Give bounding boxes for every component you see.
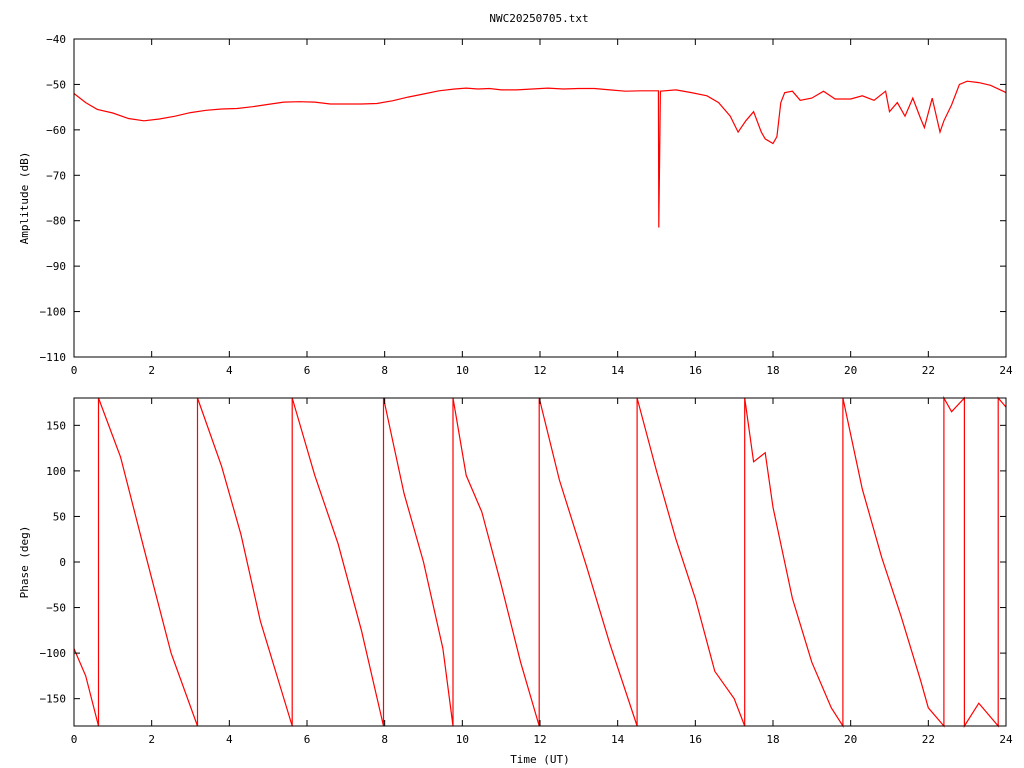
amplitude-y-tick-label: −100 bbox=[40, 306, 67, 319]
amplitude-trace-line bbox=[73, 80, 1007, 228]
amplitude-x-tick-label: 6 bbox=[304, 364, 311, 377]
phase-x-tick-label: 6 bbox=[304, 733, 311, 746]
amplitude-x-tick-label: 2 bbox=[148, 364, 155, 377]
amplitude-x-tick-label: 8 bbox=[381, 364, 388, 377]
phase-x-tick-label: 2 bbox=[148, 733, 155, 746]
phase-x-tick-label: 20 bbox=[844, 733, 857, 746]
phase-x-tick-label: 24 bbox=[999, 733, 1013, 746]
phase-y-axis-label: Phase (deg) bbox=[18, 526, 31, 599]
phase-trace-line bbox=[73, 395, 1007, 729]
phase-x-tick-label: 14 bbox=[611, 733, 625, 746]
phase-x-tick-label: 12 bbox=[533, 733, 546, 746]
phase-y-tick-label: 0 bbox=[59, 556, 66, 569]
phase-x-tick-label: 8 bbox=[381, 733, 388, 746]
amplitude-y-tick-label: −40 bbox=[46, 33, 66, 46]
phase-panel: 0 2 4 6 8 10 12 14 16 18 20 22 24−150−100−5005010015… bbox=[18, 395, 1013, 766]
amplitude-y-tick-label: −80 bbox=[46, 215, 66, 228]
phase-x-tick-label: 0 bbox=[71, 733, 78, 746]
phase-y-tick-label: 150 bbox=[46, 419, 66, 432]
amplitude-x-tick-label: 10 bbox=[456, 364, 469, 377]
amplitude-y-tick-label: −110 bbox=[40, 351, 67, 364]
amplitude-x-tick-label: 0 bbox=[71, 364, 78, 377]
phase-x-axis-label: Time (UT) bbox=[510, 753, 570, 766]
phase-y-tick-label: −50 bbox=[46, 602, 66, 615]
amplitude-y-tick-label: −90 bbox=[46, 260, 66, 273]
phase-y-tick-label: 50 bbox=[53, 510, 66, 523]
chart-title: NWC20250705.txt bbox=[489, 12, 588, 25]
phase-y-tick-label: 100 bbox=[46, 465, 66, 478]
amplitude-panel: 0 2 4 6 8 10 12 14 16 18 20 22 24−110−100−90−80−70−6… bbox=[18, 33, 1013, 377]
phase-x-tick-label: 4 bbox=[226, 733, 233, 746]
phase-y-tick-label: −150 bbox=[40, 693, 67, 706]
phase-y-tick-label: −100 bbox=[40, 647, 67, 660]
phase-x-tick-label: 16 bbox=[689, 733, 702, 746]
amplitude-x-tick-label: 16 bbox=[689, 364, 702, 377]
amplitude-y-axis-label: Amplitude (dB) bbox=[18, 152, 31, 245]
amplitude-x-tick-label: 22 bbox=[922, 364, 935, 377]
phase-x-tick-label: 18 bbox=[766, 733, 779, 746]
amplitude-x-tick-label: 14 bbox=[611, 364, 625, 377]
amplitude-x-tick-label: 12 bbox=[533, 364, 546, 377]
amplitude-x-tick-label: 4 bbox=[226, 364, 233, 377]
amplitude-x-tick-label: 18 bbox=[766, 364, 779, 377]
amplitude-y-tick-label: −60 bbox=[46, 124, 66, 137]
amplitude-x-tick-label: 20 bbox=[844, 364, 857, 377]
amplitude-y-tick-label: −70 bbox=[46, 169, 66, 182]
phase-x-tick-label: 22 bbox=[922, 733, 935, 746]
amplitude-x-tick-label: 24 bbox=[999, 364, 1013, 377]
amplitude-y-tick-label: −50 bbox=[46, 78, 66, 91]
phase-x-tick-label: 10 bbox=[456, 733, 469, 746]
